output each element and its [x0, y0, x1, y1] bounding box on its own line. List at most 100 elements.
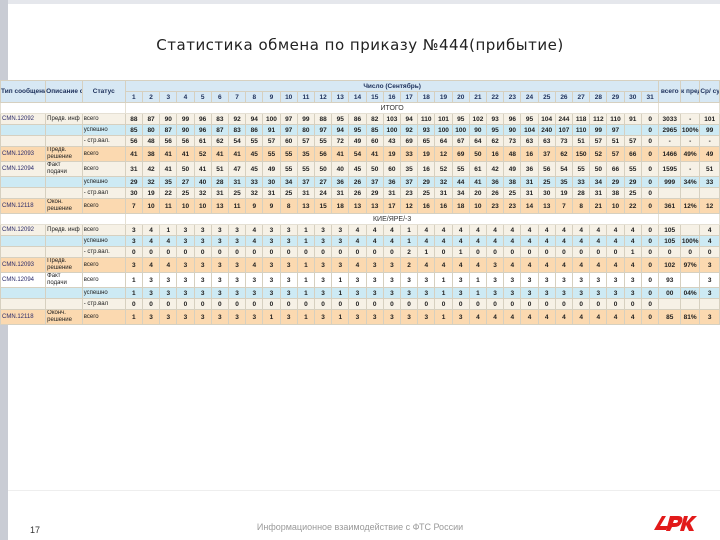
day-value: 31: [210, 187, 229, 199]
day-value: 100: [434, 124, 453, 136]
day-value: 4: [245, 224, 264, 236]
day-value: 25: [503, 187, 522, 199]
day-value: 94: [331, 124, 350, 136]
header-day: 17: [399, 91, 419, 103]
day-value: 3: [572, 272, 591, 288]
day-value: 1: [399, 224, 419, 236]
average-value: 4: [699, 224, 720, 236]
day-value: 1: [296, 224, 315, 236]
day-value: 0: [227, 298, 247, 310]
day-value: 24: [313, 187, 333, 199]
day-value: 30: [262, 176, 281, 188]
day-value: 83: [227, 124, 247, 136]
day-value: 95: [348, 124, 367, 136]
day-value: 55: [296, 161, 315, 177]
day-value: 73: [503, 135, 522, 147]
day-value: 28: [572, 187, 591, 199]
total-value: 1595: [658, 161, 681, 177]
day-value: 110: [572, 124, 591, 136]
day-value: 1: [417, 246, 436, 258]
day-value: 104: [520, 124, 539, 136]
day-value: 3: [210, 257, 229, 273]
total-value: 93: [658, 272, 681, 288]
day-value: 3: [313, 287, 333, 299]
day-value: 3: [537, 287, 556, 299]
message-code: CMN.12093: [0, 257, 47, 273]
day-value: 104: [537, 113, 556, 125]
percent-value: -: [679, 161, 701, 177]
day-value: 3: [245, 272, 264, 288]
section-title: КИЕ/ЯРЕ/-3: [124, 213, 660, 225]
day-value: 150: [572, 146, 591, 162]
day-value: 0: [537, 246, 556, 258]
day-value: 3: [210, 287, 229, 299]
day-value: 33: [572, 176, 591, 188]
day-value: 4: [589, 224, 608, 236]
day-value: 3: [279, 309, 298, 325]
day-value: 0: [623, 298, 642, 310]
day-value: 0: [640, 113, 660, 125]
day-value: 25: [279, 187, 298, 199]
day-value: 3: [623, 272, 642, 288]
status-label: всего: [81, 257, 126, 273]
day-value: 31: [520, 176, 539, 188]
day-value: 1: [124, 287, 143, 299]
message-description: Факт подачи: [45, 272, 83, 288]
day-value: 87: [141, 113, 161, 125]
day-value: 32: [141, 176, 161, 188]
header-day: 5: [193, 91, 212, 103]
day-value: 3: [451, 287, 470, 299]
section-row: ИТОГО: [0, 102, 720, 114]
day-value: 4: [365, 235, 384, 247]
day-value: 35: [554, 176, 574, 188]
day-value: 22: [623, 198, 642, 214]
day-value: 3: [279, 287, 298, 299]
header-average: Ср/ сут: [699, 80, 720, 103]
day-value: 4: [468, 309, 488, 325]
day-value: 3: [227, 224, 247, 236]
day-value: 31: [124, 161, 143, 177]
day-value: 26: [348, 187, 367, 199]
day-value: 0: [399, 298, 419, 310]
message-description: [45, 235, 83, 247]
statistics-table: Тип сообщенияОписание сообщеСтатусЧисло …: [0, 80, 720, 325]
day-value: 1: [434, 287, 453, 299]
day-value: 3: [159, 287, 178, 299]
status-label: - стр.вал: [81, 187, 126, 199]
day-value: 3: [193, 235, 212, 247]
day-value: 4: [572, 309, 591, 325]
day-value: 73: [554, 135, 574, 147]
day-value: 44: [451, 176, 470, 188]
day-value: 107: [554, 124, 574, 136]
day-value: 4: [382, 224, 402, 236]
day-value: 54: [554, 161, 574, 177]
day-value: 0: [520, 298, 539, 310]
day-value: 27: [176, 176, 195, 188]
day-value: 3: [262, 287, 281, 299]
day-value: 0: [468, 298, 488, 310]
percent-value: 49%: [679, 146, 701, 162]
day-value: 0: [640, 161, 660, 177]
day-value: 0: [382, 298, 402, 310]
status-label: всего: [81, 146, 126, 162]
header-row: Тип сообщенияОписание сообщеСтатусЧисло …: [0, 80, 720, 103]
day-value: 3: [210, 235, 229, 247]
day-value: 87: [210, 124, 229, 136]
day-value: 50: [176, 161, 195, 177]
day-value: 1: [296, 272, 315, 288]
day-value: 49: [348, 135, 367, 147]
day-value: 64: [468, 135, 488, 147]
day-value: 3: [193, 257, 212, 273]
message-description: Предв. решение: [45, 146, 83, 162]
day-value: 4: [572, 224, 591, 236]
day-value: 57: [296, 135, 315, 147]
day-value: 0: [176, 246, 195, 258]
day-value: 4: [520, 257, 539, 273]
day-value: 3: [486, 287, 505, 299]
day-value: 20: [468, 187, 488, 199]
header-day: 22: [486, 91, 505, 103]
day-value: 40: [331, 161, 350, 177]
day-value: 29: [417, 176, 436, 188]
day-value: 3: [589, 272, 608, 288]
header-day: 28: [589, 91, 608, 103]
